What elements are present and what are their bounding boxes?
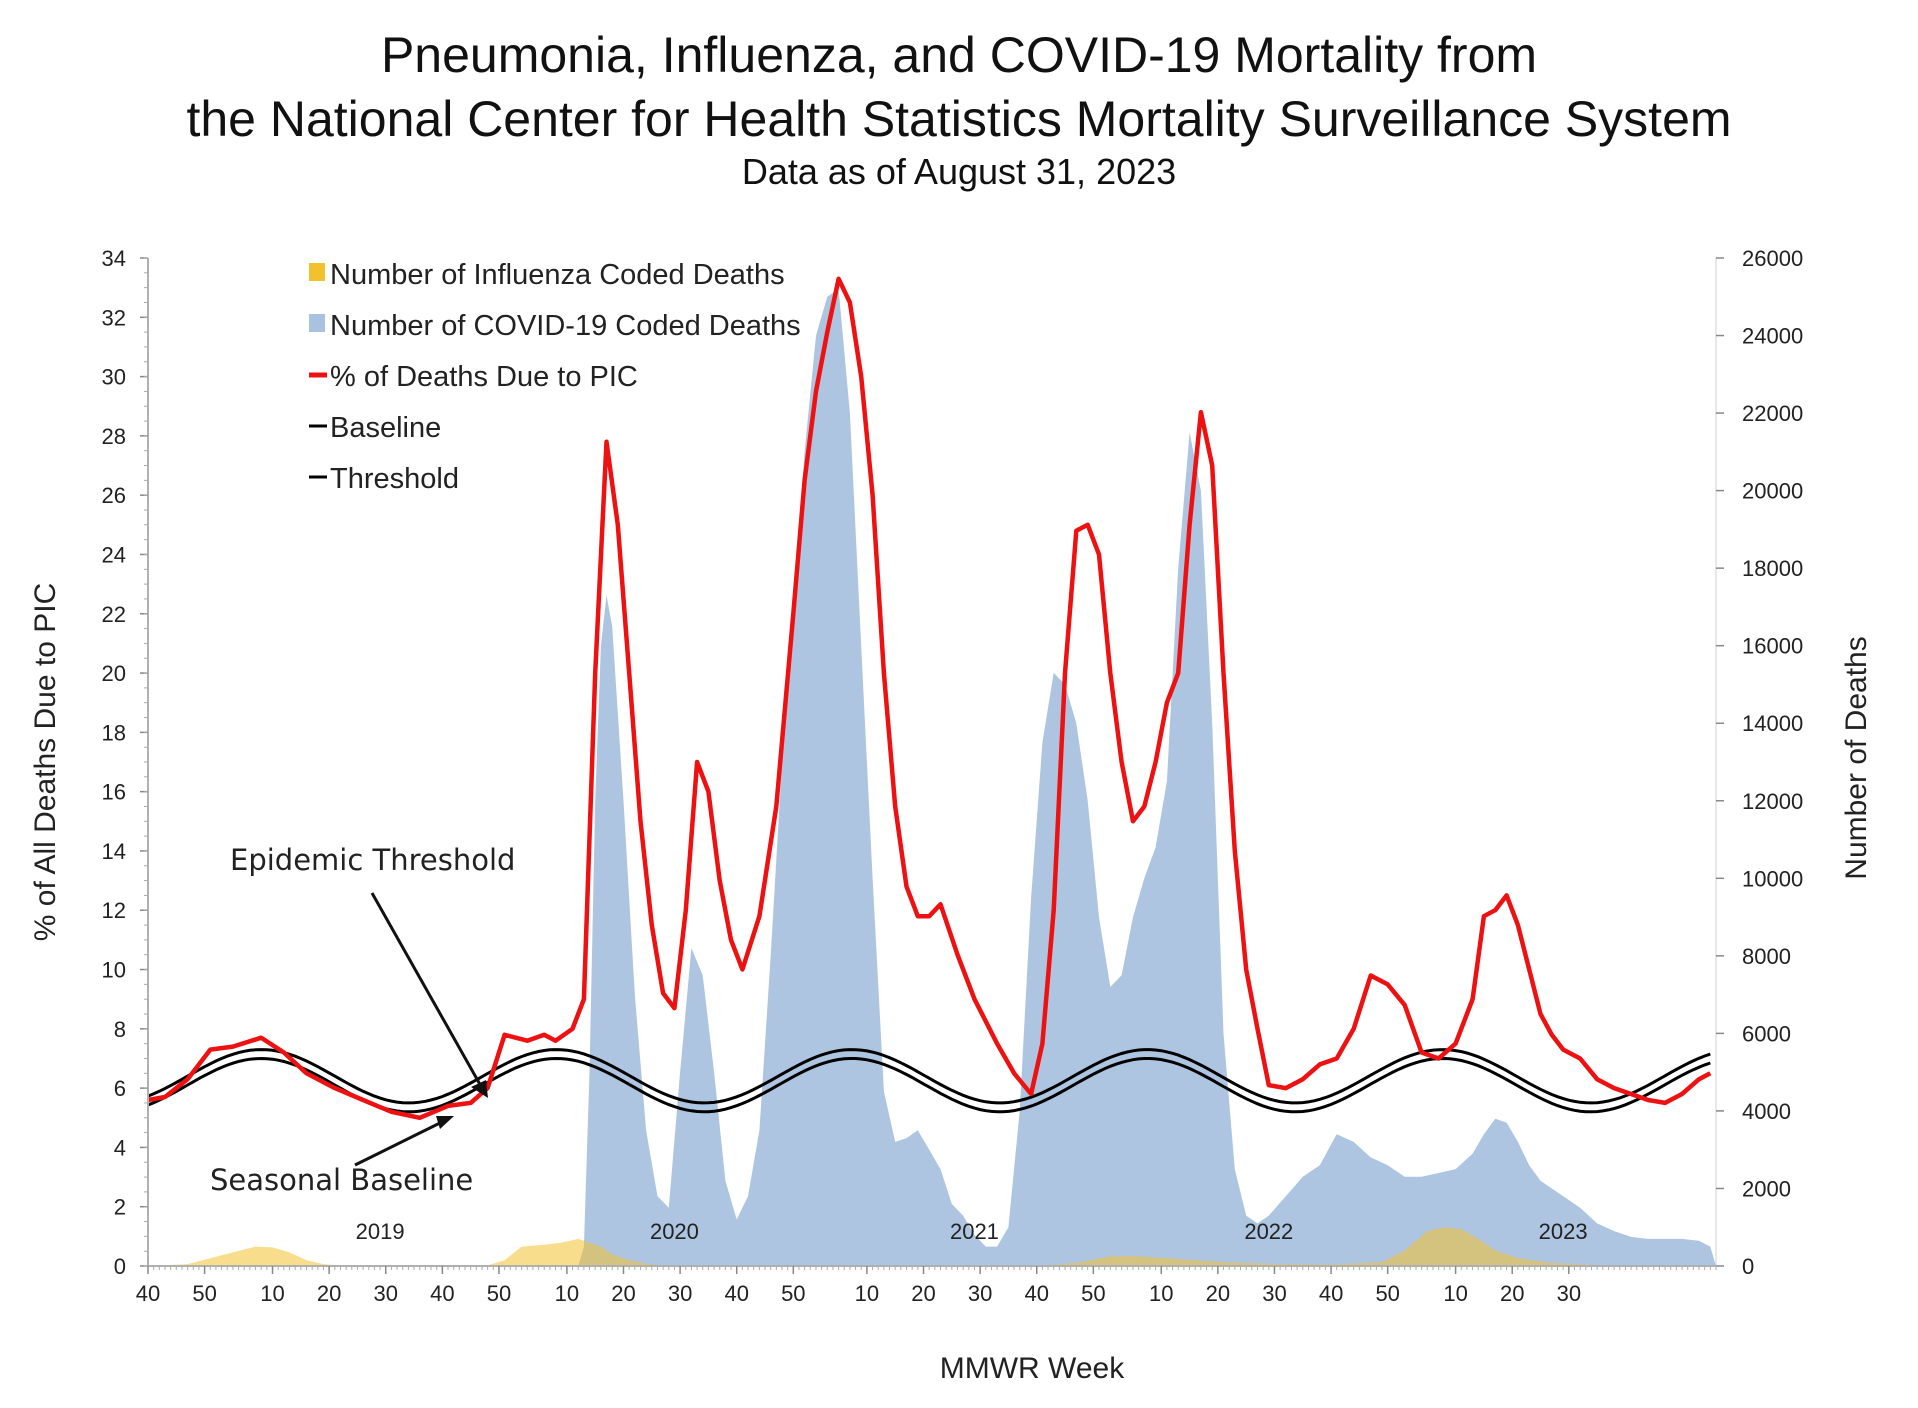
right-tick-label: 6000 <box>1742 1021 1791 1046</box>
left-tick-label: 18 <box>102 720 126 745</box>
right-tick-label: 22000 <box>1742 401 1803 426</box>
left-tick-label: 20 <box>102 661 126 686</box>
x-tick-label: 20 <box>1500 1281 1524 1306</box>
year-label: 2020 <box>650 1219 699 1244</box>
annotation-seasonal-baseline-arrow <box>354 1118 447 1167</box>
x-tick-label: 50 <box>192 1281 216 1306</box>
left-tick-label: 14 <box>102 839 126 864</box>
right-tick-label: 4000 <box>1742 1099 1791 1124</box>
year-label: 2023 <box>1539 1219 1588 1244</box>
x-tick-label: 20 <box>911 1281 935 1306</box>
legend-label-covid: Number of COVID-19 Coded Deaths <box>330 310 801 342</box>
x-tick-label: 40 <box>430 1281 454 1306</box>
x-tick-label: 20 <box>611 1281 635 1306</box>
right-tick-label: 26000 <box>1742 246 1803 271</box>
chart-subtitle: Data as of August 31, 2023 <box>742 151 1176 192</box>
right-tick-label: 12000 <box>1742 789 1803 814</box>
right-tick-label: 20000 <box>1742 479 1803 504</box>
x-tick-label: 30 <box>1262 1281 1286 1306</box>
left-tick-label: 6 <box>114 1076 126 1101</box>
x-tick-label: 30 <box>374 1281 398 1306</box>
x-tick-label: 10 <box>1443 1281 1467 1306</box>
year-label: 2019 <box>356 1219 405 1244</box>
ticks-layer: 0246810121416182022242628303234020004000… <box>102 246 1804 1306</box>
right-tick-label: 24000 <box>1742 324 1803 349</box>
right-tick-label: 16000 <box>1742 634 1803 659</box>
legend: Number of Influenza Coded Deaths Number … <box>309 259 801 495</box>
seasonal-baseline-line <box>147 1056 1711 1114</box>
left-tick-label: 34 <box>102 246 126 271</box>
left-tick-label: 30 <box>102 365 126 390</box>
left-tick-label: 12 <box>102 898 126 923</box>
right-tick-label: 0 <box>1742 1254 1754 1279</box>
left-tick-label: 24 <box>102 542 126 567</box>
left-tick-label: 4 <box>114 1135 126 1160</box>
legend-label-baseline: Baseline <box>330 412 441 444</box>
right-tick-label: 8000 <box>1742 944 1791 969</box>
annotation-seasonal-baseline-arrowhead <box>436 1116 454 1129</box>
annotation-epidemic-threshold-arrowhead <box>471 1080 488 1098</box>
influenza-deaths-area <box>148 1227 1632 1266</box>
right-tick-label: 14000 <box>1742 711 1803 736</box>
legend-swatch-influenza <box>309 263 325 281</box>
x-tick-label: 10 <box>555 1281 579 1306</box>
left-tick-label: 22 <box>102 602 126 627</box>
y-axis-left-title: % of All Deaths Due to PIC <box>29 583 62 942</box>
left-tick-label: 10 <box>102 958 126 983</box>
x-tick-label: 40 <box>1319 1281 1343 1306</box>
chart-title-line2: the National Center for Health Statistic… <box>186 91 1731 147</box>
left-tick-label: 8 <box>114 1017 126 1042</box>
pic-percent-line <box>147 276 1712 1121</box>
legend-label-influenza: Number of Influenza Coded Deaths <box>330 259 785 291</box>
year-label: 2022 <box>1244 1219 1293 1244</box>
x-tick-label: 10 <box>1149 1281 1173 1306</box>
x-tick-label: 50 <box>781 1281 805 1306</box>
left-tick-label: 2 <box>114 1195 126 1220</box>
annotation-epidemic-threshold-arrow <box>370 892 484 1089</box>
x-tick-label: 30 <box>1557 1281 1581 1306</box>
x-tick-label: 50 <box>1375 1281 1399 1306</box>
areas-layer <box>148 289 1717 1266</box>
year-label: 2021 <box>950 1219 999 1244</box>
x-tick-label: 30 <box>968 1281 992 1306</box>
years-layer: 2019 2020 2021 2022 2023 <box>356 1219 1588 1244</box>
right-tick-label: 18000 <box>1742 556 1803 581</box>
x-tick-label: 40 <box>724 1281 748 1306</box>
x-tick-label: 50 <box>487 1281 511 1306</box>
lines-layer <box>147 276 1712 1121</box>
x-axis-title: MMWR Week <box>940 1352 1125 1385</box>
right-tick-label: 10000 <box>1742 866 1803 891</box>
x-tick-label: 20 <box>1206 1281 1230 1306</box>
legend-label-pic: % of Deaths Due to PIC <box>330 361 638 393</box>
x-tick-label: 30 <box>668 1281 692 1306</box>
x-tick-label: 40 <box>1024 1281 1048 1306</box>
covid-deaths-area <box>578 289 1717 1266</box>
right-tick-label: 2000 <box>1742 1176 1791 1201</box>
y-axis-right-title: Number of Deaths <box>1840 636 1873 879</box>
left-tick-label: 28 <box>102 424 126 449</box>
x-tick-label: 20 <box>317 1281 341 1306</box>
left-tick-label: 26 <box>102 483 126 508</box>
x-tick-label: 50 <box>1081 1281 1105 1306</box>
left-tick-label: 32 <box>102 305 126 330</box>
left-tick-label: 16 <box>102 780 126 805</box>
left-tick-label: 0 <box>114 1254 126 1279</box>
x-tick-label: 10 <box>260 1281 284 1306</box>
annotation-seasonal-baseline: Seasonal Baseline <box>210 1163 473 1197</box>
x-tick-label: 10 <box>855 1281 879 1306</box>
annotation-epidemic-threshold: Epidemic Threshold <box>230 843 515 877</box>
legend-label-threshold: Threshold <box>330 463 459 495</box>
chart-title-line1: Pneumonia, Influenza, and COVID-19 Morta… <box>381 27 1537 83</box>
legend-swatch-covid <box>309 314 325 332</box>
x-tick-label: 40 <box>136 1281 160 1306</box>
